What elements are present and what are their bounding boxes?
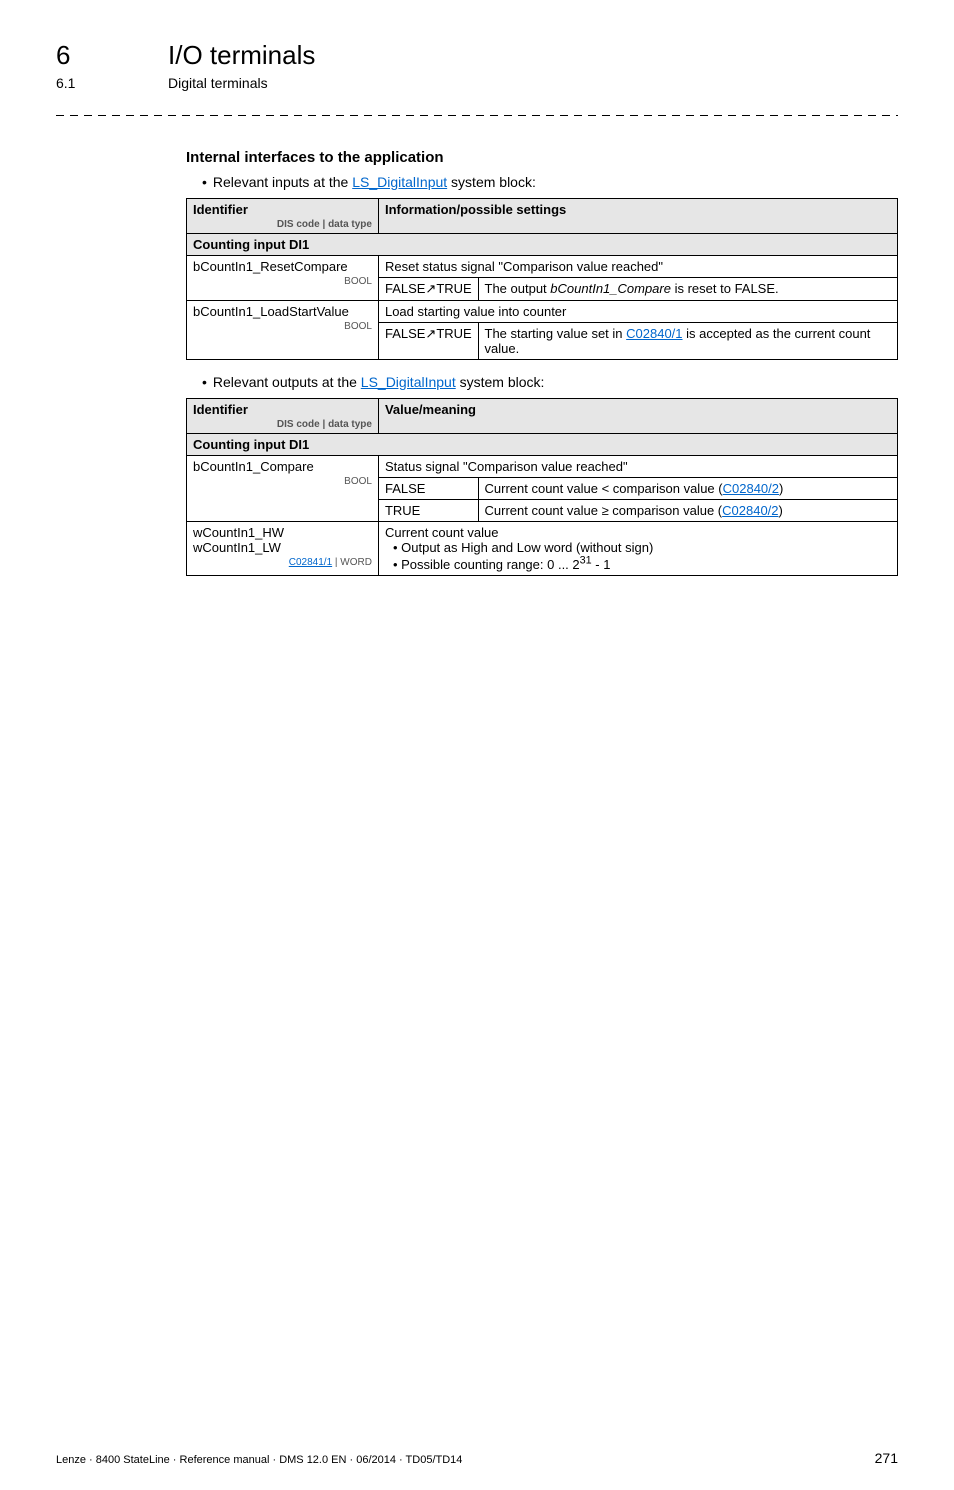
- bullet-inputs-text: Relevant inputs at the LS_DigitalInput s…: [213, 174, 536, 190]
- identifier-cell: bCountIn1_LoadStartValue BOOL: [187, 301, 379, 360]
- meaning-cell: Current count value • Output as High and…: [378, 522, 897, 576]
- footer-meta: Lenze · 8400 StateLine · Reference manua…: [56, 1454, 462, 1466]
- section-number: 6.1: [56, 75, 136, 91]
- col-value: Value/meaning: [378, 399, 897, 434]
- meaning-cell: Current count value < comparison value (…: [478, 478, 898, 500]
- state-cell: TRUE: [378, 500, 478, 522]
- meaning-cell: The output bCountIn1_Compare is reset to…: [478, 278, 898, 301]
- link-c02840-2[interactable]: C02840/2: [723, 481, 779, 496]
- bullet-outputs-text: Relevant outputs at the LS_DigitalInput …: [213, 374, 545, 390]
- state-cell: FALSE: [378, 478, 478, 500]
- bullet-dot: •: [202, 174, 207, 190]
- page-number: 271: [875, 1450, 898, 1466]
- desc-cell: Status signal "Comparison value reached": [378, 456, 897, 478]
- link-c02840-2[interactable]: C02840/2: [722, 503, 778, 518]
- divider: [56, 109, 898, 123]
- identifier-cell: wCountIn1_HW wCountIn1_LW C02841/1 | WOR…: [187, 522, 379, 576]
- state-cell: FALSE↗TRUE: [378, 278, 478, 301]
- desc-cell: Reset status signal "Comparison value re…: [378, 256, 897, 278]
- state-cell: FALSE↗TRUE: [378, 323, 478, 360]
- identifier-cell: bCountIn1_ResetCompare BOOL: [187, 256, 379, 301]
- chapter-title: I/O terminals: [168, 40, 315, 71]
- desc-cell: Load starting value into counter: [378, 301, 897, 323]
- chapter-number: 6: [56, 40, 136, 71]
- link-ls-digitalinput[interactable]: LS_DigitalInput: [361, 374, 456, 390]
- col-info: Information/possible settings: [378, 199, 897, 234]
- section-label: Counting input DI1: [187, 234, 898, 256]
- col-identifier: Identifier DIS code | data type: [187, 199, 379, 234]
- inputs-table: Identifier DIS code | data type Informat…: [186, 198, 898, 360]
- outputs-table: Identifier DIS code | data type Value/me…: [186, 398, 898, 576]
- meaning-cell: Current count value ≥ comparison value (…: [478, 500, 898, 522]
- bullet-dot: •: [202, 374, 207, 390]
- link-c02840-1[interactable]: C02840/1: [626, 326, 682, 341]
- identifier-cell: bCountIn1_Compare BOOL: [187, 456, 379, 522]
- col-identifier: Identifier DIS code | data type: [187, 399, 379, 434]
- link-c02841-1[interactable]: C02841/1: [289, 557, 332, 568]
- link-ls-digitalinput[interactable]: LS_DigitalInput: [352, 174, 447, 190]
- heading-internal-interfaces: Internal interfaces to the application: [186, 149, 898, 166]
- section-title: Digital terminals: [168, 75, 268, 91]
- section-label: Counting input DI1: [187, 434, 898, 456]
- meaning-cell: The starting value set in C02840/1 is ac…: [478, 323, 898, 360]
